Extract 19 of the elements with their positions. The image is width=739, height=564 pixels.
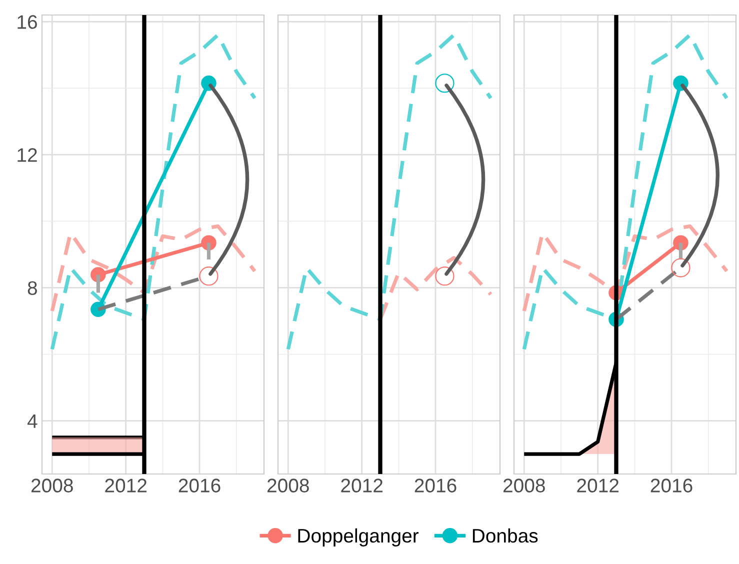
x-tick-label: 2012 — [341, 478, 382, 492]
x-tick-label: 2016 — [414, 478, 456, 492]
y-tick-label: 4 — [27, 414, 38, 428]
legend-label: Donbas — [472, 528, 538, 543]
x-tick-label: 2008 — [267, 478, 309, 492]
x-tick-label: 2016 — [650, 478, 692, 492]
point — [199, 266, 218, 286]
point — [671, 258, 690, 278]
y-tick-label: 16 — [18, 15, 37, 29]
legend-label: Doppelganger — [298, 528, 419, 546]
x-tick-label: 2016 — [178, 478, 220, 492]
line-series — [50, 33, 257, 352]
y-tick-label: 12 — [18, 148, 37, 162]
line-series — [50, 224, 257, 313]
x-tick-label: 2008 — [31, 478, 73, 492]
x-tick-label: 2012 — [577, 478, 618, 492]
y-tick-label: 8 — [28, 281, 37, 295]
x-tick-label: 2008 — [503, 478, 545, 492]
x-tick-label: 2012 — [105, 478, 146, 492]
